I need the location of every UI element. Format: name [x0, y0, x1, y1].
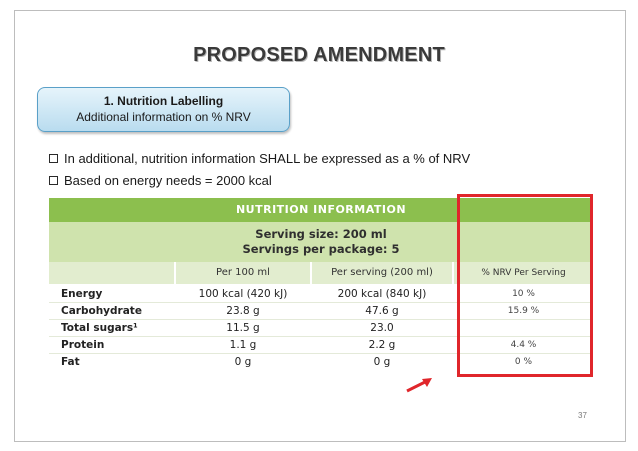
section-heading: 1. Nutrition Labelling — [103, 94, 224, 108]
cell-per-100: 11.5 g — [226, 322, 260, 334]
table-row: Energy 100 kcal (420 kJ) 200 kcal (840 k… — [49, 287, 593, 302]
column-header: % NRV Per Serving — [454, 262, 593, 284]
table-row: Fat 0 g 0 g 0 % — [49, 355, 593, 370]
bullet-item: Based on energy needs = 2000 kcal — [49, 173, 272, 188]
cell-per-serving: 47.6 g — [365, 305, 399, 317]
serving-size: Serving size: 200 ml — [255, 227, 387, 241]
bullet-text: In additional, nutrition information SHA… — [64, 151, 471, 166]
column-header-blank — [49, 262, 174, 284]
bullet-text: Based on energy needs = 2000 kcal — [64, 173, 272, 188]
table-row: Protein 1.1 g 2.2 g 4.4 % — [49, 338, 593, 353]
bullet-item: In additional, nutrition information SHA… — [49, 151, 470, 166]
nrv-highlight-box — [457, 194, 593, 377]
section-subheading: Additional information on % NRV — [76, 110, 251, 124]
serving-info: Serving size: 200 ml Servings per packag… — [49, 222, 593, 262]
column-divider — [452, 262, 454, 374]
row-divider — [49, 353, 593, 354]
cell-nrv: 15.9 % — [507, 306, 540, 316]
cell-nrv: 10 % — [512, 289, 535, 299]
row-label: Protein — [61, 339, 105, 351]
cell-per-serving: 2.2 g — [368, 339, 396, 351]
cell-per-100: 1.1 g — [229, 339, 257, 351]
slide-title: PROPOSED AMENDMENT — [193, 44, 445, 66]
nutrition-header: NUTRITION INFORMATION — [49, 198, 593, 222]
row-divider — [49, 302, 593, 303]
table-row: Total sugars¹ 11.5 g 23.0 — [49, 321, 593, 336]
row-divider — [49, 319, 593, 320]
cell-per-100: 0 g — [234, 356, 252, 368]
cell-per-100: 100 kcal (420 kJ) — [198, 288, 288, 300]
servings-per-package: Servings per package: 5 — [242, 242, 400, 256]
cell-per-serving: 0 g — [373, 356, 391, 368]
row-divider — [49, 336, 593, 337]
cell-per-100: 23.8 g — [226, 305, 260, 317]
row-label: Energy — [61, 288, 103, 300]
cell-per-serving: 23.0 — [370, 322, 394, 334]
table-row: Carbohydrate 23.8 g 47.6 g 15.9 % — [49, 304, 593, 319]
checkbox-bullet-icon — [49, 154, 58, 163]
cell-nrv: 4.4 % — [510, 340, 537, 350]
row-label: Total sugars¹ — [61, 322, 138, 334]
red-arrow-icon — [406, 378, 432, 393]
row-label: Carbohydrate — [61, 305, 142, 317]
column-divider — [310, 262, 312, 374]
page-number: 37 — [578, 411, 587, 420]
column-header: Per serving (200 ml) — [312, 262, 452, 284]
column-divider — [174, 262, 176, 374]
column-header: Per 100 ml — [176, 262, 310, 284]
cell-per-serving: 200 kcal (840 kJ) — [337, 288, 427, 300]
checkbox-bullet-icon — [49, 176, 58, 185]
row-label: Fat — [61, 356, 80, 368]
section-pill: 1. Nutrition Labelling Additional inform… — [37, 87, 290, 132]
cell-nrv: 0 % — [514, 357, 533, 367]
nutrition-table: NUTRITION INFORMATION Serving size: 200 … — [49, 198, 593, 374]
